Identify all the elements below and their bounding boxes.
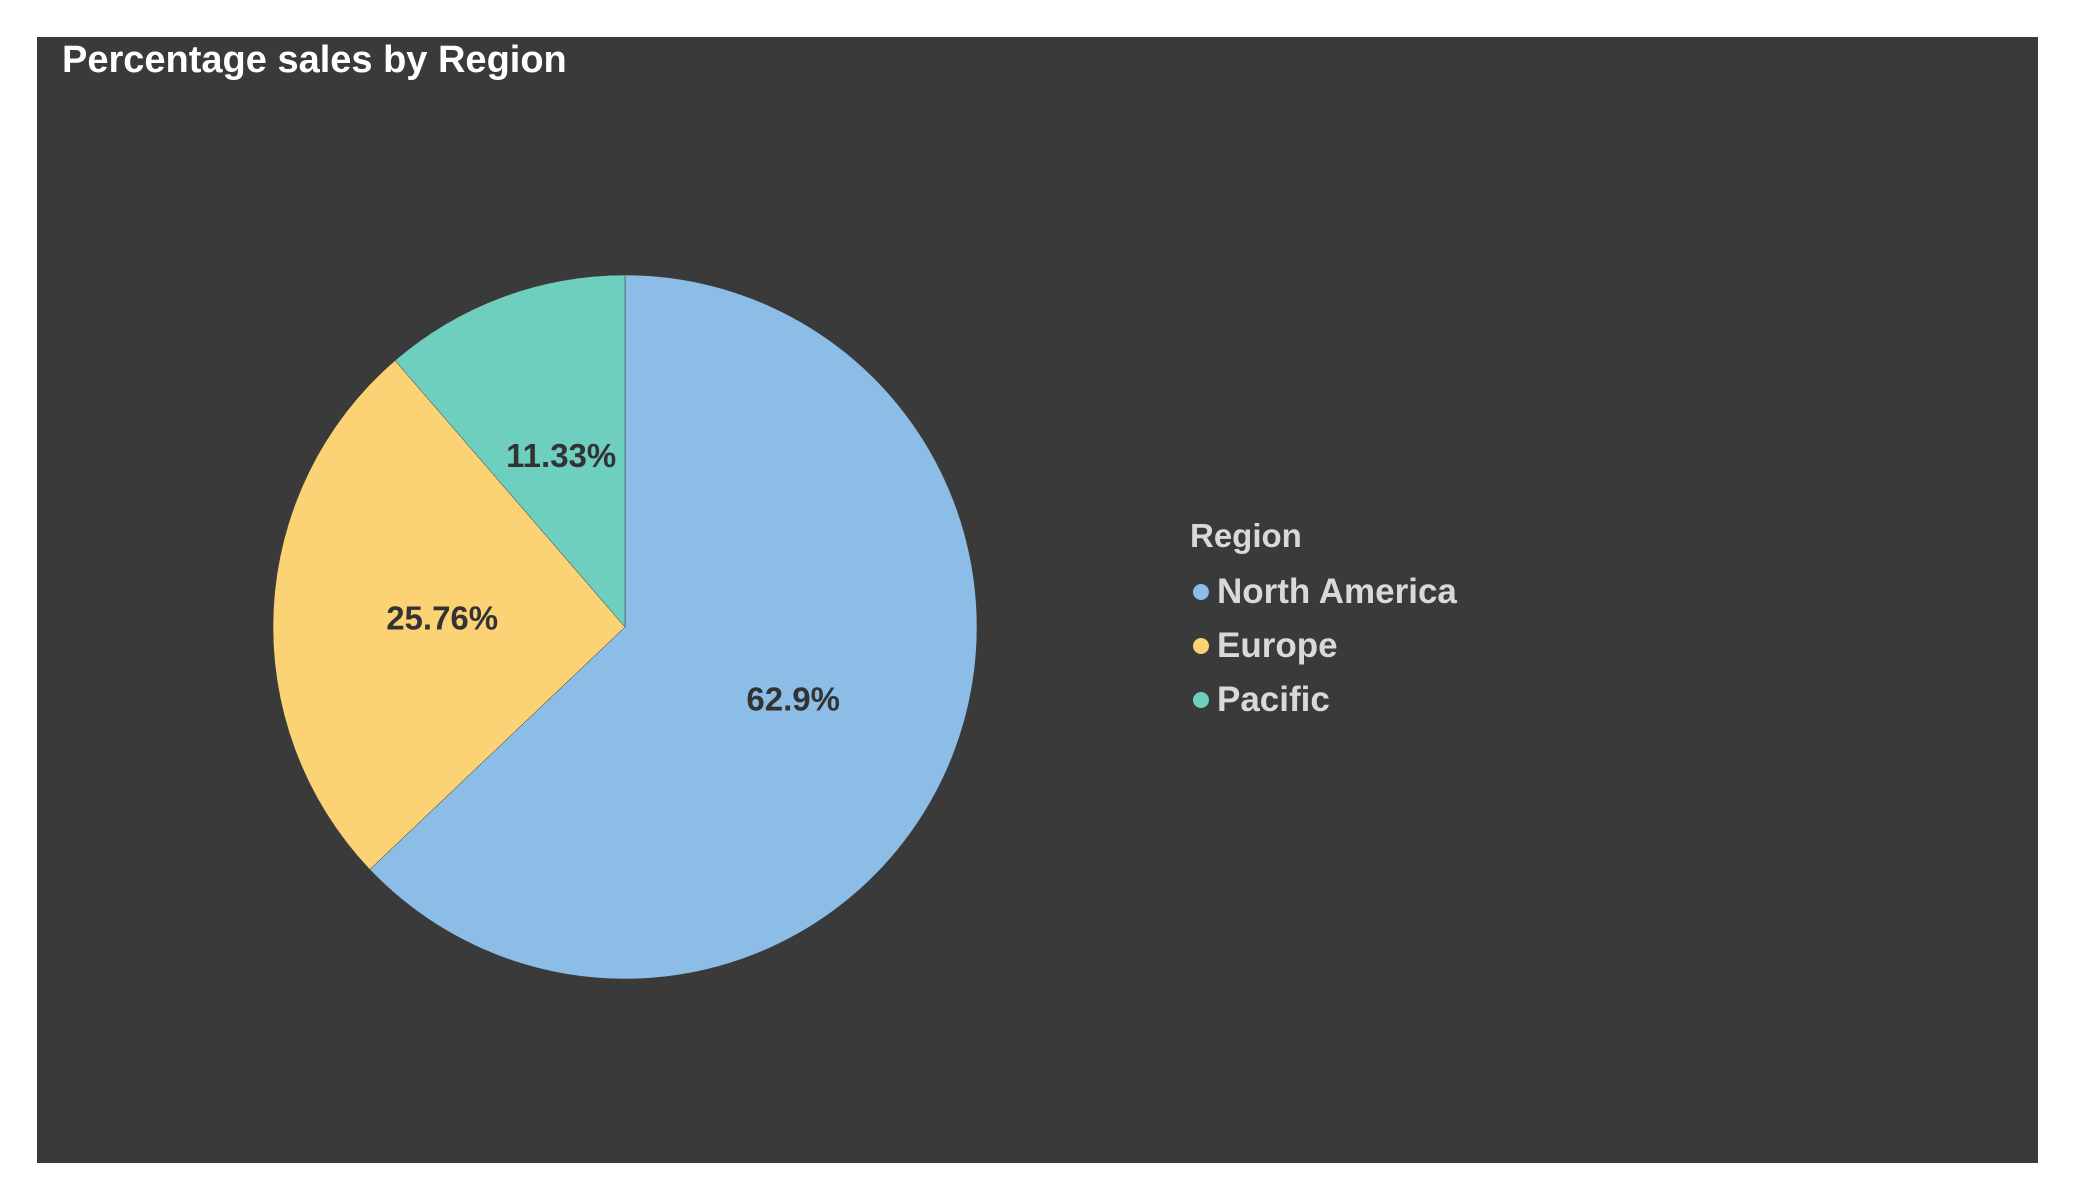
legend-dot-icon xyxy=(1193,584,1209,600)
pie-slice-europe xyxy=(272,360,626,870)
legend-dot-icon xyxy=(1193,638,1209,654)
chart-title: Percentage sales by Region xyxy=(62,39,567,81)
slice-label-europe: 25.76% xyxy=(386,599,498,636)
legend-item-north-america: North America xyxy=(1188,565,1457,619)
legend-label: North America xyxy=(1217,572,1457,611)
pie-chart: 62.9% 25.76% 11.33% xyxy=(272,274,978,980)
legend: Region North America Europe Pacific xyxy=(1188,517,1457,727)
legend-label: Pacific xyxy=(1217,680,1330,719)
legend-dot-icon xyxy=(1193,692,1209,708)
legend-label: Europe xyxy=(1217,626,1338,665)
slice-label-north-america: 62.9% xyxy=(746,681,840,718)
legend-item-europe: Europe xyxy=(1188,619,1457,673)
legend-item-pacific: Pacific xyxy=(1188,673,1457,727)
slice-label-pacific: 11.33% xyxy=(506,437,616,474)
legend-title: Region xyxy=(1190,517,1302,554)
pie-slice-north-america xyxy=(369,274,978,980)
pie-slice-pacific xyxy=(394,274,626,628)
chart-canvas: Percentage sales by Region 62.9% 25.76% 11… xyxy=(37,37,2038,1163)
